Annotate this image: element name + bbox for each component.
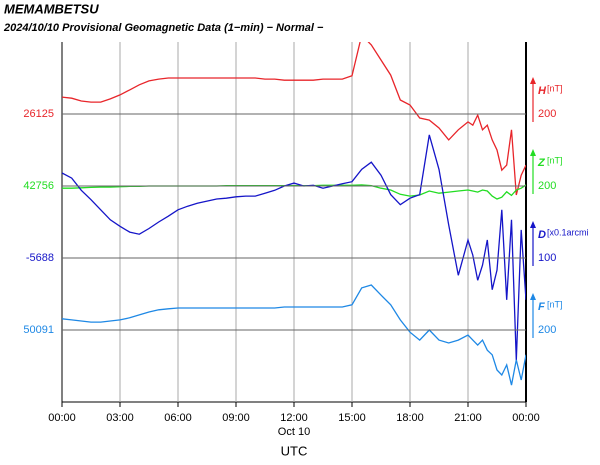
- baseline-label: -5688: [26, 252, 54, 264]
- series-arrow-head: [530, 293, 536, 300]
- scale-label: 200: [538, 108, 556, 120]
- x-tick-label: 00:00: [48, 412, 76, 424]
- legend-name: D: [538, 229, 546, 241]
- x-tick-label: 21:00: [454, 412, 482, 424]
- x-axis-label: UTC: [281, 443, 308, 458]
- scale-label: 200: [538, 324, 556, 336]
- baseline-label: 50091: [23, 324, 54, 336]
- legend-name: F: [538, 301, 545, 313]
- series-line: [62, 42, 526, 196]
- series-arrow-head: [530, 149, 536, 156]
- chart-title: MEMAMBETSU: [4, 1, 99, 16]
- x-tick-label: 12:00: [280, 412, 308, 424]
- legend-name: H: [538, 85, 547, 97]
- series-arrow-head: [530, 77, 536, 84]
- x-tick-label: 18:00: [396, 412, 424, 424]
- legend-unit: [nT]: [547, 299, 563, 309]
- x-tick-label: 03:00: [106, 412, 134, 424]
- x-tick-label: 15:00: [338, 412, 366, 424]
- chart-subtitle: 2024/10/10 Provisional Geomagnetic Data …: [3, 22, 324, 34]
- legend-name: Z: [537, 157, 546, 169]
- x-tick-label: 00:00: [512, 412, 540, 424]
- scale-label: 200: [538, 180, 556, 192]
- scale-label: 100: [538, 252, 556, 264]
- legend-unit: [nT]: [547, 83, 563, 93]
- x-tick-label: 09:00: [222, 412, 250, 424]
- x-tick-label: 06:00: [164, 412, 192, 424]
- series-line: [62, 134, 526, 361]
- legend-unit: [x0.1arcmi: [547, 227, 589, 237]
- baseline-label: 42756: [23, 180, 54, 192]
- series-arrow-head: [530, 221, 536, 228]
- series-line: [62, 284, 526, 386]
- baseline-label: 26125: [23, 108, 54, 120]
- legend-unit: [nT]: [547, 155, 563, 165]
- date-label: Oct 10: [278, 426, 310, 438]
